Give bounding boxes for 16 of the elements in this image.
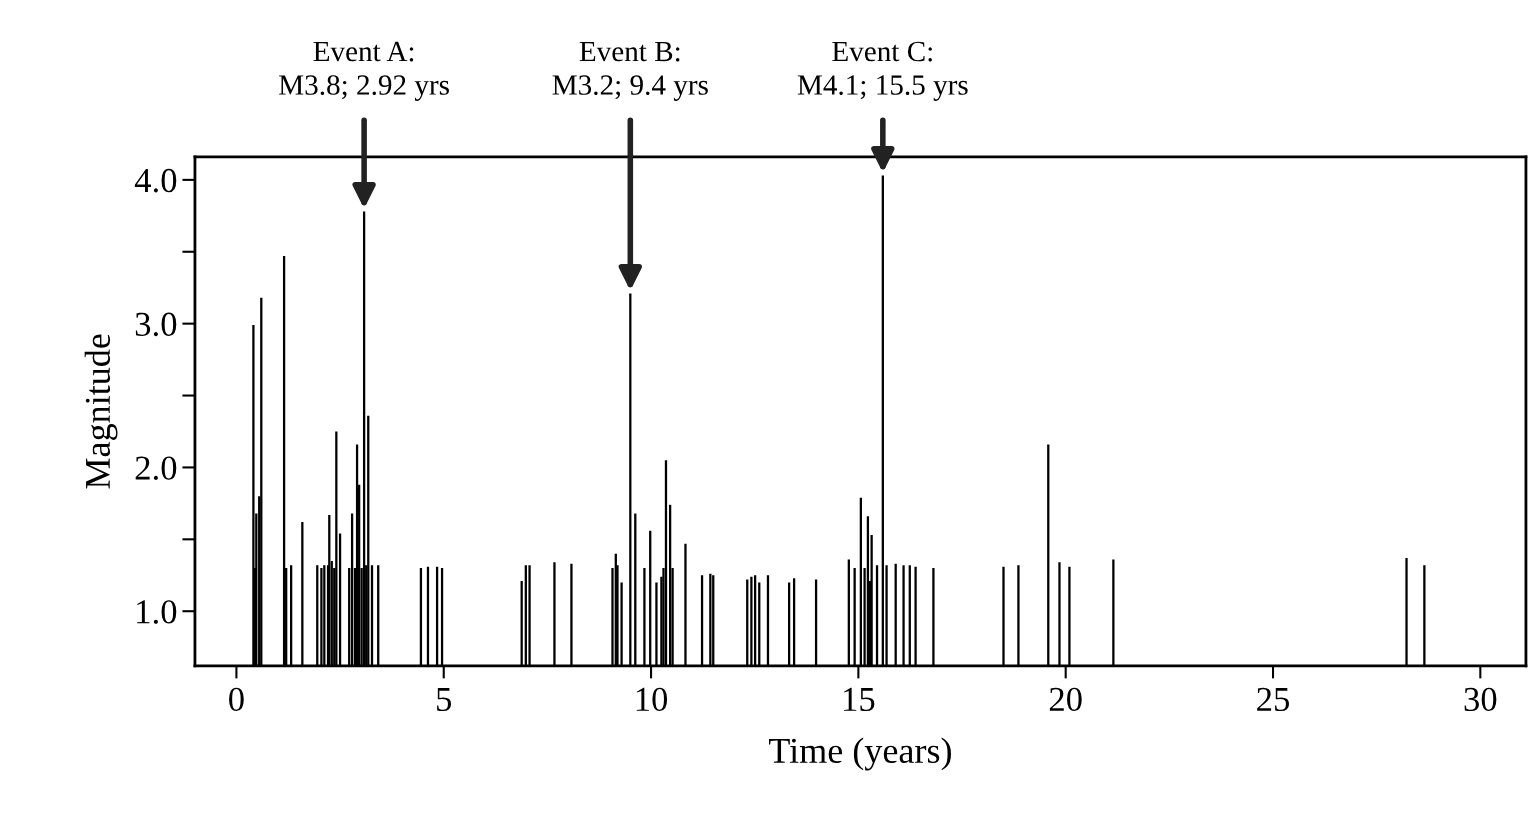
x-tick-label: 0 [229,687,244,712]
x-tick-label: 10 [636,687,668,712]
x-tick-label: 20 [1049,687,1082,712]
annotation: Event C: M4.1; 15.5 yrs [797,41,968,101]
x-tick-label: 5 [437,688,452,712]
x-tick-label: 25 [1257,687,1290,712]
x-tick-label: 30 [1464,687,1497,712]
y-tick-label: 1.0 [137,600,177,624]
annotation: Event B: M3.2; 9.4 yrs [552,41,708,101]
y-tick-label: 2.0 [135,456,177,480]
annotation: Event A: M3.8; 2.92 yrs [279,41,449,101]
x-axis-title: Time (years) [768,737,951,771]
y-tick-label: 3.0 [135,312,177,337]
x-tick-label: 15 [844,687,875,712]
y-axis-title: Magnitude [84,334,118,489]
y-tick-label: 4.0 [134,168,177,193]
